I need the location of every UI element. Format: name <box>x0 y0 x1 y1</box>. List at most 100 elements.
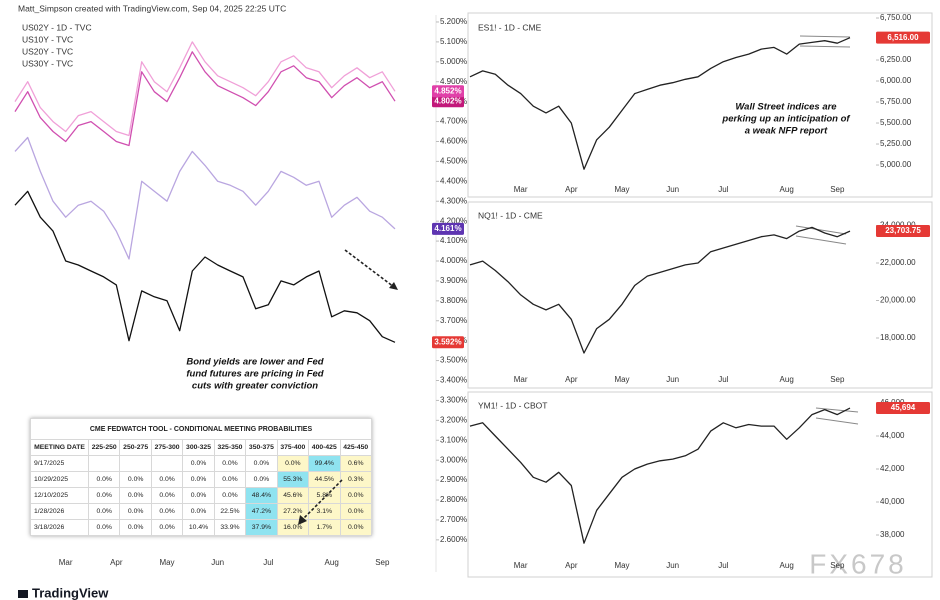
x-tick-label: Sep <box>375 558 390 567</box>
probability-cell: 27.2% <box>276 503 310 520</box>
last-value-label: 23,703.75 <box>885 226 921 235</box>
meeting-date: 12/10/2025 <box>30 487 89 504</box>
y-tick-label: 3.800% <box>440 296 467 305</box>
y-tick-label: 42,000 <box>880 464 905 473</box>
x-tick-label: Jun <box>211 558 224 567</box>
panel-frame <box>467 12 933 198</box>
column-header: 250-275 <box>119 439 152 456</box>
series-line <box>14 41 396 137</box>
y-tick-label: 5.000% <box>440 57 467 66</box>
last-value-tag <box>432 222 464 235</box>
probability-cell: 0.0% <box>87 471 121 488</box>
y-tick-label: 5,000.00 <box>880 160 912 169</box>
y-tick-label: 2.900% <box>440 475 467 484</box>
legend-entry: US20Y - TVC <box>22 46 73 56</box>
channel-lines <box>795 35 859 425</box>
probability-cell: 0.0% <box>182 455 215 472</box>
credit: Matt_Simpson created with TradingView.co… <box>18 3 286 13</box>
y-tick-label: 6,000.00 <box>880 76 912 85</box>
probability-cell: 0.0% <box>276 455 310 472</box>
x-tick-label: Mar <box>514 375 528 384</box>
y-tick-label: 22,000.00 <box>880 258 916 267</box>
column-header: 275-300 <box>150 439 184 456</box>
probability-cell: 0.6% <box>339 455 372 472</box>
probability-cell: 0.0% <box>150 471 184 488</box>
y-tick-label: 6,250.00 <box>880 55 912 64</box>
legend-entry: US30Y - TVC <box>22 58 73 68</box>
last-value-tag <box>432 336 464 349</box>
fedwatch-table: CME FEDWATCH TOOL - CONDITIONAL MEETING … <box>30 418 372 536</box>
last-value-label: 3.592% <box>434 337 461 346</box>
table-row: 10/29/2025 0.0% 0.0% 0.0% 0.0% 0.0% 0.0% 55.3% 4… <box>30 471 372 488</box>
last-value-tag <box>876 31 930 44</box>
panel-title: YM1! - 1D - CBOT <box>478 400 547 410</box>
y-tick-label: 5,250.00 <box>880 139 912 148</box>
meeting-date: 3/18/2026 <box>30 519 89 536</box>
probability-cell: 99.4% <box>308 455 341 472</box>
last-value-tag <box>876 225 930 238</box>
probability-cell: 0.0% <box>213 487 247 504</box>
y-tick-label: 2.800% <box>440 495 467 504</box>
probability-cell: 0.0% <box>339 503 372 520</box>
probability-cell: 55.3% <box>276 471 310 488</box>
probability-cell: 0.0% <box>87 487 121 504</box>
x-tick-label: Apr <box>565 185 578 194</box>
column-header: 300-325 <box>182 439 215 456</box>
x-tick-label: Jul <box>263 558 273 567</box>
probability-cell: 0.0% <box>339 487 372 504</box>
x-tick-label: Jun <box>666 375 679 384</box>
y-tick-label: 2.700% <box>440 515 467 524</box>
probability-cell: 0.0% <box>119 471 152 488</box>
y-tick-label: 5.100% <box>440 37 467 46</box>
column-header: 350-375 <box>245 439 278 456</box>
table-header-row: MEETING DATE 225-250 250-275 275-300 300-325… <box>30 439 372 456</box>
probability-cell: 37.9% <box>245 519 278 536</box>
x-tick-label: Jul <box>718 375 728 384</box>
x-tick-label: Aug <box>780 561 794 570</box>
x-tick-label: May <box>614 375 629 384</box>
y-tick-label: 3.700% <box>440 316 467 325</box>
series-line <box>469 407 851 544</box>
y-tick-label: 38,000 <box>880 530 905 539</box>
x-tick-label: Apr <box>565 375 578 384</box>
last-value-label: 45,694 <box>891 403 916 412</box>
meeting-date: 9/17/2025 <box>30 455 89 472</box>
probability-cell: 0.0% <box>150 503 184 520</box>
annotation: a weak NFP report <box>745 126 828 137</box>
y-tick-label: 4.700% <box>440 117 467 126</box>
y-tick-label: 4.300% <box>440 196 467 205</box>
last-value-tag <box>432 95 464 108</box>
y-tick-label: 4.100% <box>440 236 467 245</box>
x-tick-label: Aug <box>780 185 794 194</box>
x-tick-label: May <box>614 561 629 570</box>
probability-cell: 1.7% <box>308 519 341 536</box>
y-tick-label: 5.200% <box>440 17 467 26</box>
x-tick-label: Jul <box>718 561 728 570</box>
legend-entry: US02Y - 1D - TVC <box>22 22 92 32</box>
probability-cell: 10.4% <box>182 519 215 536</box>
y-tick-label: 3.500% <box>440 356 467 365</box>
probability-cell: 0.0% <box>213 455 247 472</box>
probability-cell: 0.0% <box>119 487 152 504</box>
last-value-label: 4.852% <box>434 86 461 95</box>
x-tick-label: Sep <box>830 185 845 194</box>
column-header: 400-425 <box>308 439 341 456</box>
probability-cell <box>150 455 184 472</box>
table-row: 1/28/2026 0.0% 0.0% 0.0% 0.0% 22.5% 47.2% 27.2%… <box>30 503 372 520</box>
y-tick-label: 3.300% <box>440 396 467 405</box>
y-tick-label: 6,750.00 <box>880 13 912 22</box>
last-value-label: 4.161% <box>434 224 461 233</box>
x-tick-label: Jun <box>666 185 679 194</box>
trend-arrow <box>344 249 398 290</box>
meeting-date: 1/28/2026 <box>30 503 89 520</box>
table-title: CME FEDWATCH TOOL - CONDITIONAL MEETING … <box>30 418 372 440</box>
logo: TradingView <box>18 585 109 600</box>
series-line <box>14 51 396 147</box>
y-tick-label: 5,750.00 <box>880 97 912 106</box>
last-value-label: 4.802% <box>434 96 461 105</box>
x-tick-label: Mar <box>514 561 528 570</box>
x-tick-label: Apr <box>565 561 578 570</box>
y-tick-label: 5,500.00 <box>880 118 912 127</box>
probability-cell: 0.0% <box>182 503 215 520</box>
y-tick-label: 4.600% <box>440 137 467 146</box>
